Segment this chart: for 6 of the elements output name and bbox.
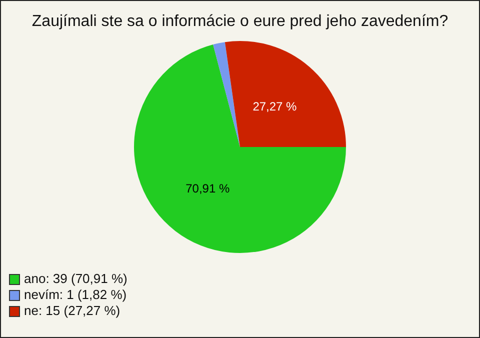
data-label: 70,91 % [186, 181, 230, 196]
legend-label: nevím: 1 (1,82 %) [24, 287, 127, 303]
chart-title: Zaujímali ste sa o informácie o eure pred jeho zavedením? [32, 13, 448, 31]
legend-label: ano: 39 (70,91 %) [24, 271, 128, 287]
legend-label: ne: 15 (27,27 %) [24, 303, 120, 319]
data-label: 27,27 % [252, 99, 298, 114]
